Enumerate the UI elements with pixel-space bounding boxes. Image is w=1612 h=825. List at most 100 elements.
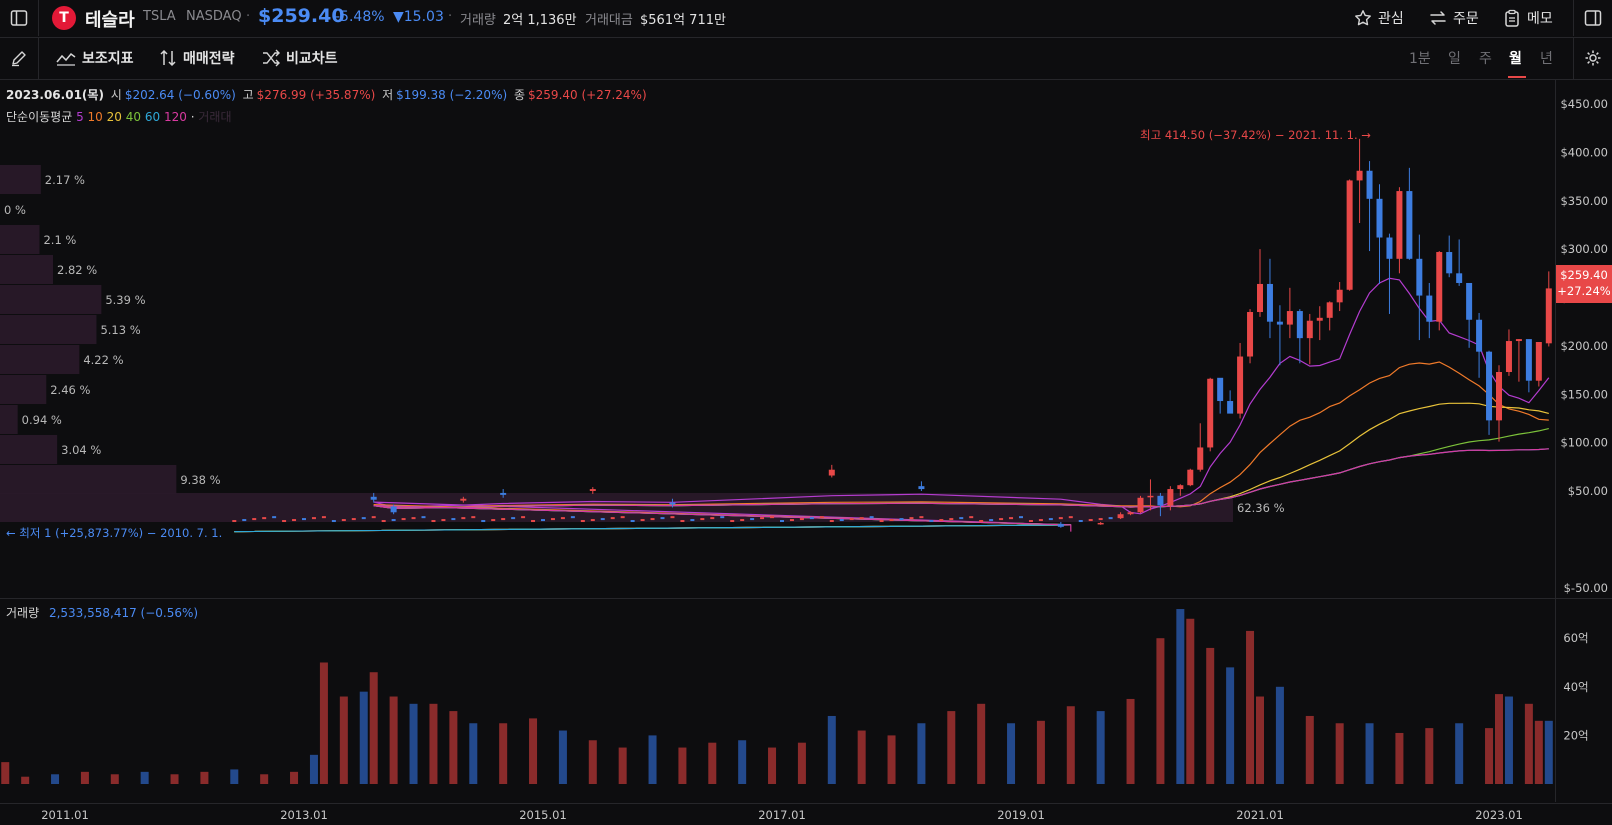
drawing-tool-button[interactable] (0, 37, 39, 79)
candle (869, 516, 874, 519)
volume-bar (170, 774, 179, 784)
indicator-label: 보조지표 (82, 51, 134, 67)
candle (531, 520, 536, 523)
volume-bar (389, 696, 398, 784)
period-tab-year[interactable]: 년 (1540, 51, 1553, 67)
candle (471, 516, 476, 519)
candle (1456, 273, 1463, 283)
volume-bar (1335, 723, 1344, 784)
candle (919, 516, 924, 519)
candle (272, 516, 277, 519)
candle (1515, 339, 1522, 342)
volume-profile-label: 62.36 % (1237, 501, 1285, 515)
candle (640, 519, 645, 522)
low-value: $199.38 (−2.20%) (396, 88, 508, 102)
volume-panel-legend: 거래량 2,533,558,417 (−0.56%) (6, 604, 198, 621)
open-value: $202.64 (−0.60%) (124, 88, 236, 102)
candle (391, 519, 396, 522)
volume-bar (1305, 715, 1314, 784)
candle (929, 520, 934, 523)
volume-bar (1, 762, 10, 784)
period-tab-month[interactable]: 월 (1509, 51, 1522, 67)
volume-profile-label: 5.39 % (105, 293, 145, 307)
volume-bar (917, 723, 926, 784)
price-tick-label: $350.00 (1560, 194, 1608, 208)
candle (1127, 512, 1134, 515)
candle (411, 517, 416, 520)
chart-settings-button[interactable] (1573, 37, 1612, 79)
sidebar-toggle-button[interactable] (0, 0, 39, 36)
candle (501, 518, 506, 521)
volume-profile-bar (0, 285, 102, 314)
volume-profile-bar (0, 225, 40, 254)
divider (0, 803, 1612, 804)
volume-profile-bar (0, 165, 41, 194)
candle (1187, 469, 1194, 486)
current-price-tag-price: $259.40 (1560, 268, 1608, 282)
candle (1336, 289, 1343, 303)
price-tick-label: $50.00 (1568, 484, 1608, 498)
candle (1476, 319, 1483, 352)
candle (979, 520, 984, 523)
candle (590, 519, 595, 522)
candle (1227, 401, 1234, 414)
candle (1078, 520, 1083, 523)
order-button[interactable]: 주문 (1429, 6, 1479, 30)
memo-button[interactable]: 메모 (1503, 6, 1553, 30)
candle-date: 2023.06.01(목) (6, 88, 104, 102)
candle (799, 518, 804, 521)
strategy-button[interactable]: 매매전략 (159, 47, 235, 69)
volume-axis: 60억 40억 20억 (1563, 631, 1588, 742)
candle (282, 520, 287, 523)
volume-bar (977, 703, 986, 784)
candle (770, 516, 775, 519)
volume-value: 2억 1,136만 (503, 13, 577, 28)
volume-bar (260, 774, 269, 784)
candle (1446, 252, 1453, 274)
volume-bar (1544, 720, 1553, 784)
volume-profile-label: 2.17 % (45, 173, 85, 187)
moving-average-legend[interactable]: 단순이동평균 5 10 20 40 60 120 · 거래대 (6, 108, 232, 125)
candle (1019, 516, 1023, 519)
volume-bar (1186, 618, 1195, 784)
candle (351, 518, 356, 521)
change-percent: -5.48% (335, 9, 385, 25)
compare-chart-button[interactable]: 비교차트 (262, 47, 338, 69)
volume-profile-legend: 거래대 (198, 110, 232, 124)
volume-bar (1156, 638, 1165, 784)
candle (1117, 514, 1124, 519)
volume-bar (319, 662, 328, 784)
volume-bar (1036, 720, 1045, 784)
candle (859, 517, 864, 520)
indicator-button[interactable]: 보조지표 (56, 47, 134, 69)
candle (999, 518, 1004, 521)
candle (232, 520, 237, 523)
volume-profile-label: 0.94 % (22, 413, 62, 427)
compare-chart-label: 비교차트 (286, 51, 338, 67)
volume-chart[interactable]: 60억 40억 20억 (0, 599, 1612, 803)
volume-bars (1, 609, 1553, 784)
volume-profile-label: 2.1 % (43, 233, 76, 247)
volume-bar (230, 769, 239, 784)
moving-averages (234, 277, 1550, 533)
candle (1406, 191, 1413, 259)
price-chart[interactable]: 2.17 % 0 % 2.1 % 2.82 % 5.39 % 5.13 % 4.22 % 2.… (0, 79, 1612, 599)
candle (670, 516, 675, 519)
volume-bar (200, 771, 209, 784)
watchlist-button[interactable]: 관심 (1354, 6, 1404, 30)
period-tab-day[interactable]: 일 (1448, 51, 1461, 67)
candle (1009, 517, 1014, 520)
candle (918, 486, 925, 490)
volume-profile-label: 2.46 % (50, 383, 90, 397)
candle (1306, 320, 1313, 339)
volume-bar (1007, 723, 1016, 784)
candle (1366, 170, 1373, 199)
candle (461, 517, 466, 520)
price-tick-label: $450.00 (1560, 97, 1608, 111)
right-panel-toggle-button[interactable] (1573, 0, 1612, 36)
candlesticks (232, 138, 1552, 528)
candle (1386, 237, 1393, 259)
candle (899, 518, 904, 521)
period-tab-week[interactable]: 주 (1479, 51, 1492, 67)
period-tab-1min[interactable]: 1분 (1409, 51, 1431, 67)
